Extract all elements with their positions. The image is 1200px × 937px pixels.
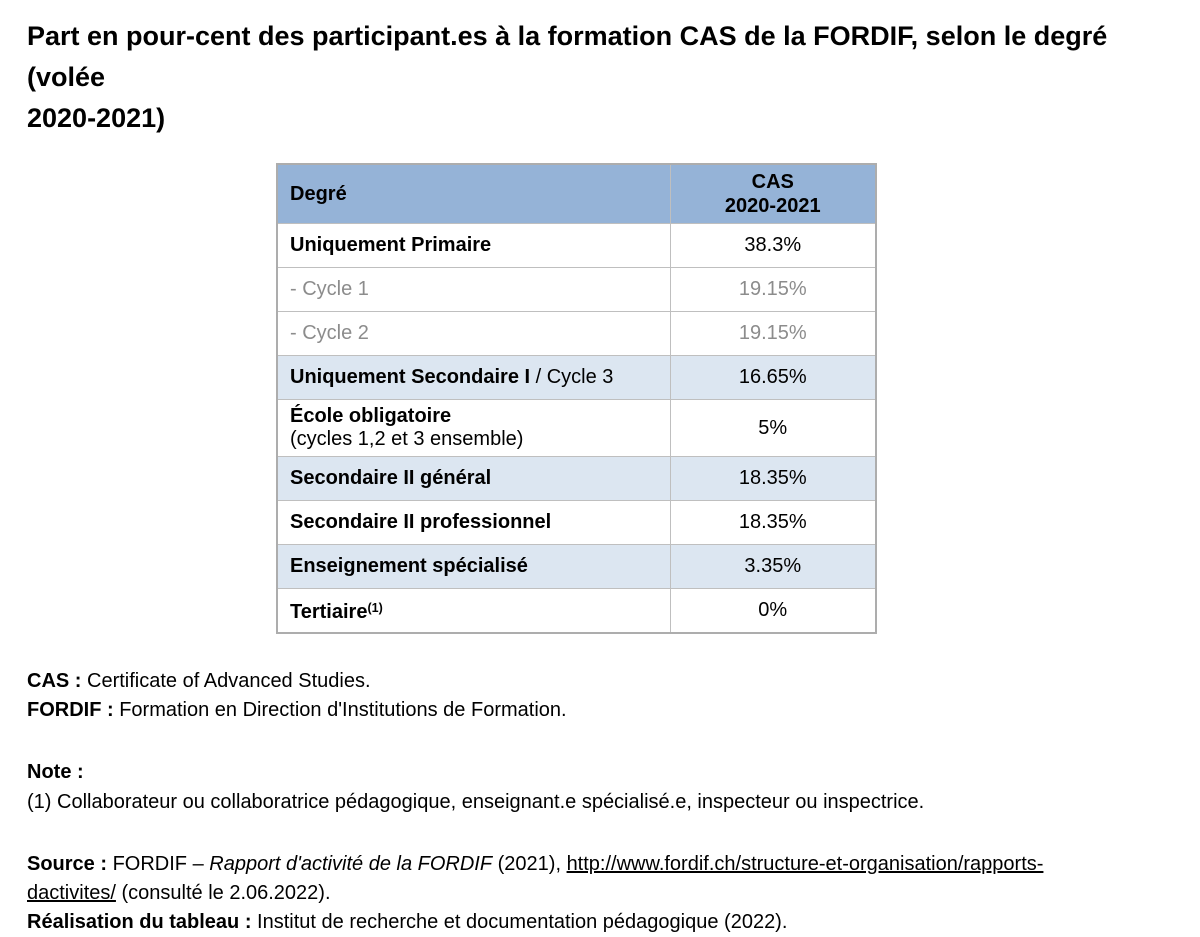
realisation-label: Réalisation du tableau : xyxy=(27,910,252,933)
header-cas-line2: 2020-2021 xyxy=(724,195,821,217)
source-link[interactable]: http://www.fordif.ch/structure-et-organi… xyxy=(27,853,1043,904)
row-label-main: Secondaire II professionnel xyxy=(290,511,552,533)
row-label-main: - Cycle 2 xyxy=(290,322,369,344)
degree-table: Degré CAS 2020-2021 Uniquement Primaire 3… xyxy=(276,163,877,634)
table-row: Tertiaire(1) 0% xyxy=(276,588,877,633)
row-label-main: Uniquement Secondaire I xyxy=(290,366,531,388)
source-link-line2[interactable]: dactivites/ xyxy=(27,881,116,904)
row-value: 18.35% xyxy=(669,456,877,501)
row-value: 3.35% xyxy=(669,544,877,589)
row-label-main: École obligatoire xyxy=(290,405,452,427)
page-title: Part en pour-cent des participant.es à l… xyxy=(27,16,1187,139)
source-pre: FORDIF – xyxy=(107,852,210,875)
row-label-cell: École obligatoire (cycles 1,2 et 3 ensemb… xyxy=(276,399,671,457)
row-label-main: Uniquement Primaire xyxy=(290,234,492,256)
table-header-row: Degré CAS 2020-2021 xyxy=(276,163,877,224)
glossary-cas-def: Certificate of Advanced Studies. xyxy=(81,669,371,692)
source-post: (consulté le 2.06.2022). xyxy=(115,881,331,904)
row-value: 5% xyxy=(669,399,877,457)
document-page: Part en pour-cent des participant.es à l… xyxy=(0,16,1200,933)
source-italic-title: Rapport d'activité de la FORDIF xyxy=(209,852,493,875)
row-label-main: Enseignement spécialisé xyxy=(290,555,528,577)
row-label-cell: Tertiaire(1) xyxy=(276,588,671,633)
table-row: Uniquement Primaire 38.3% xyxy=(276,223,877,268)
header-cas-cell: CAS 2020-2021 xyxy=(669,163,877,224)
row-value: 19.15% xyxy=(669,311,877,356)
row-label-rest: / Cycle 3 xyxy=(530,366,614,388)
source-mid: (2021), xyxy=(492,852,567,875)
row-label-cell: Uniquement Primaire xyxy=(276,223,671,268)
realisation-text: Institut de recherche et documentation p… xyxy=(251,910,788,933)
realisation-line: Réalisation du tableau : Institut de rec… xyxy=(27,908,1187,937)
table-row: Uniquement Secondaire I / Cycle 3 16.65% xyxy=(276,355,877,400)
glossary-fordif-def: Formation en Direction d'Institutions de… xyxy=(113,698,567,721)
source-label: Source : xyxy=(27,852,108,875)
header-degree-cell: Degré xyxy=(276,163,671,224)
row-value: 19.15% xyxy=(669,267,877,312)
source-link-line1[interactable]: http://www.fordif.ch/structure-et-organi… xyxy=(566,852,1044,875)
row-label-main: Secondaire II général xyxy=(290,467,492,489)
page-title-line2: 2020-2021) xyxy=(27,103,166,133)
row-value: 18.35% xyxy=(669,500,877,545)
table-row: École obligatoire (cycles 1,2 et 3 ensemb… xyxy=(276,399,877,457)
row-value: 38.3% xyxy=(669,223,877,268)
glossary-cas-line: CAS : Certificate of Advanced Studies. xyxy=(27,667,1187,696)
table-row: Enseignement spécialisé 3.35% xyxy=(276,544,877,589)
row-label-cell: Secondaire II général xyxy=(276,456,671,501)
row-label-cell: Secondaire II professionnel xyxy=(276,500,671,545)
page-title-line1: Part en pour-cent des participant.es à l… xyxy=(27,21,1108,92)
source-paragraph: Source : FORDIF – Rapport d'activité de … xyxy=(27,850,1187,908)
row-label-main: Tertiaire xyxy=(290,600,368,623)
row-label-cell: Uniquement Secondaire I / Cycle 3 xyxy=(276,355,671,400)
row-value: 16.65% xyxy=(669,355,877,400)
glossary-block: CAS : Certificate of Advanced Studies. F… xyxy=(27,667,1187,725)
header-cas-line1: CAS xyxy=(751,171,794,193)
footer-text: CAS : Certificate of Advanced Studies. F… xyxy=(27,667,1187,937)
row-label-sup: (1) xyxy=(367,600,383,615)
note-block: Note : (1) Collaborateur ou collaboratri… xyxy=(27,757,1187,817)
row-label-cell: Enseignement spécialisé xyxy=(276,544,671,589)
table-row: Secondaire II professionnel 18.35% xyxy=(276,500,877,545)
glossary-fordif-term: FORDIF : xyxy=(27,698,114,721)
row-label-cell: - Cycle 2 xyxy=(276,311,671,356)
table-row: Secondaire II général 18.35% xyxy=(276,456,877,501)
row-value: 0% xyxy=(669,588,877,633)
glossary-fordif-line: FORDIF : Formation en Direction d'Instit… xyxy=(27,696,1187,725)
glossary-cas-term: CAS : xyxy=(27,669,82,692)
note-label: Note : xyxy=(27,760,84,783)
table-row: - Cycle 1 19.15% xyxy=(276,267,877,312)
table-body: Uniquement Primaire 38.3% - Cycle 1 19.1… xyxy=(276,223,877,633)
row-label-cell: - Cycle 1 xyxy=(276,267,671,312)
source-block: Source : FORDIF – Rapport d'activité de … xyxy=(27,850,1187,937)
row-label-line2: (cycles 1,2 et 3 ensemble) xyxy=(290,428,524,450)
table-row: - Cycle 2 19.15% xyxy=(276,311,877,356)
note-text: (1) Collaborateur ou collaboratrice péda… xyxy=(27,790,925,813)
row-label-main: - Cycle 1 xyxy=(290,278,369,300)
